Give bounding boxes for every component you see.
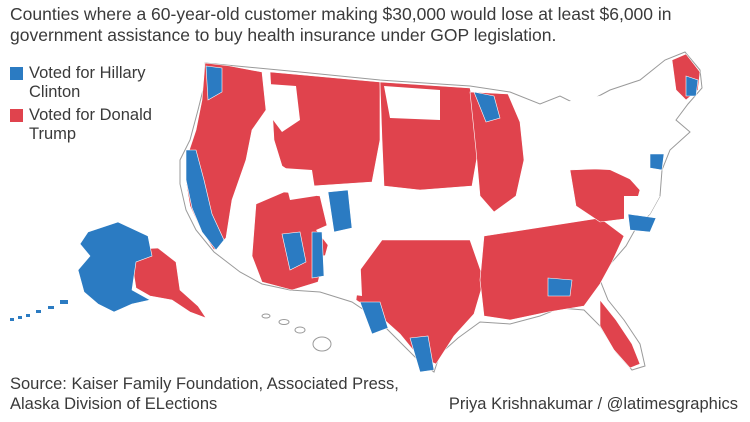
aleutian-island-1 <box>10 318 14 321</box>
white-area-dakotas <box>384 86 440 120</box>
white-area-colorado-ks <box>316 196 470 248</box>
region-new-mexico-blue <box>311 231 325 279</box>
white-area-montana <box>268 84 300 132</box>
region-south-red <box>479 217 625 321</box>
hawaii <box>261 313 332 352</box>
region-south-blue <box>547 277 573 297</box>
hawaii-island-3 <box>294 326 306 334</box>
aleutian-island-2 <box>18 316 22 319</box>
legend: Voted for Hillary Clinton Voted for Dona… <box>10 64 189 148</box>
white-area-new-mexico <box>318 252 362 296</box>
trump-swatch <box>10 109 23 122</box>
credit-line: Priya Krishnakumar / @latimesgraphics <box>448 395 738 413</box>
region-maine-blue <box>685 75 699 97</box>
region-texas-south-blue <box>409 335 435 373</box>
aleutian-island-5 <box>48 306 54 309</box>
region-northeast-blue <box>649 153 665 171</box>
legend-label-trump: Voted for Donald Trump <box>29 106 152 143</box>
region-utah-blue <box>327 189 353 233</box>
region-alaska-red <box>129 247 207 319</box>
region-california-coast-blue <box>185 149 225 251</box>
region-florida-red <box>599 299 641 369</box>
unaffected-areas <box>268 84 668 296</box>
region-alaska-blue <box>77 221 153 313</box>
region-minnesota-blue <box>473 91 501 123</box>
region-washington-blue <box>205 65 223 101</box>
clinton-swatch <box>10 67 23 80</box>
hawaii-island-2 <box>278 319 290 325</box>
map-title: Counties where a 60-year-old customer ma… <box>10 4 672 45</box>
hawaii-island-1 <box>261 313 271 319</box>
region-texas-blue <box>359 301 389 335</box>
aleutian-island-6 <box>60 300 68 304</box>
region-midwest-red <box>469 91 525 213</box>
trump-counties <box>129 53 701 369</box>
legend-item-trump: Voted for Donald Trump <box>10 106 189 144</box>
white-area-northeast <box>520 94 668 184</box>
clinton-counties <box>77 65 699 373</box>
aleutian-island-4 <box>36 310 41 313</box>
region-arizona-blue <box>281 231 307 271</box>
hawaii-island-4 <box>312 336 332 352</box>
region-nc-blue <box>627 213 657 233</box>
aleutians <box>10 300 68 321</box>
white-area-great-basin <box>282 168 316 200</box>
legend-item-clinton: Voted for Hillary Clinton <box>10 64 189 102</box>
aleutian-island-3 <box>26 314 30 317</box>
legend-label-clinton: Voted for Hillary Clinton <box>29 64 146 101</box>
source-note: Source: Kaiser Family Foundation, Associ… <box>10 375 399 413</box>
